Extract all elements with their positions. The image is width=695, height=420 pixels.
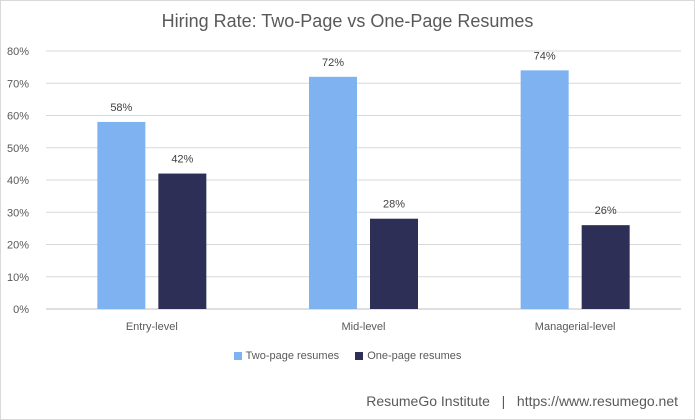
footer-separator: | (501, 393, 506, 409)
y-tick-label: 0% (13, 304, 29, 316)
y-tick-label: 30% (7, 207, 29, 219)
y-tick-label: 80% (7, 46, 29, 58)
bar-two-page (97, 121, 146, 309)
bar-one-page (370, 218, 418, 309)
bar-two-page (309, 76, 357, 309)
data-label: 28% (383, 199, 405, 211)
x-tick-label: Managerial-level (535, 321, 616, 333)
bar-one-page (581, 225, 630, 309)
chart-title: Hiring Rate: Two-Page vs One-Page Resume… (161, 11, 534, 31)
data-label: 26% (595, 205, 617, 217)
legend-swatch-two-page (233, 352, 242, 360)
y-tick-label: 20% (7, 240, 29, 252)
bar-two-page (520, 70, 569, 309)
legend-label-one-page: One-page resumes (367, 350, 462, 362)
legend-label-two-page: Two-page resumes (245, 350, 340, 362)
y-tick-label: 60% (7, 111, 29, 123)
bar-one-page (158, 173, 207, 309)
legend-swatch-one-page (355, 352, 364, 360)
x-tick-label: Entry-level (126, 321, 178, 333)
y-tick-label: 10% (7, 272, 29, 284)
y-tick-label: 40% (7, 175, 29, 187)
data-label: 72% (322, 57, 344, 69)
y-tick-label: 50% (7, 143, 29, 155)
legend-item-one-page: One-page resumes (355, 350, 461, 362)
data-label: 74% (534, 50, 556, 62)
y-tick-label: 70% (7, 78, 29, 90)
footer-credit: ResumeGo Institute | https://www.resumeg… (366, 393, 678, 409)
footer-url[interactable]: https://www.resumego.net (516, 393, 678, 409)
data-label: 58% (110, 102, 132, 114)
data-label: 42% (171, 154, 193, 166)
legend-item-two-page: Two-page resumes (233, 350, 340, 362)
legend: Two-page resumes One-page resumes (1, 350, 694, 362)
x-tick-label: Mid-level (341, 321, 385, 333)
footer-source: ResumeGo Institute (366, 393, 490, 409)
